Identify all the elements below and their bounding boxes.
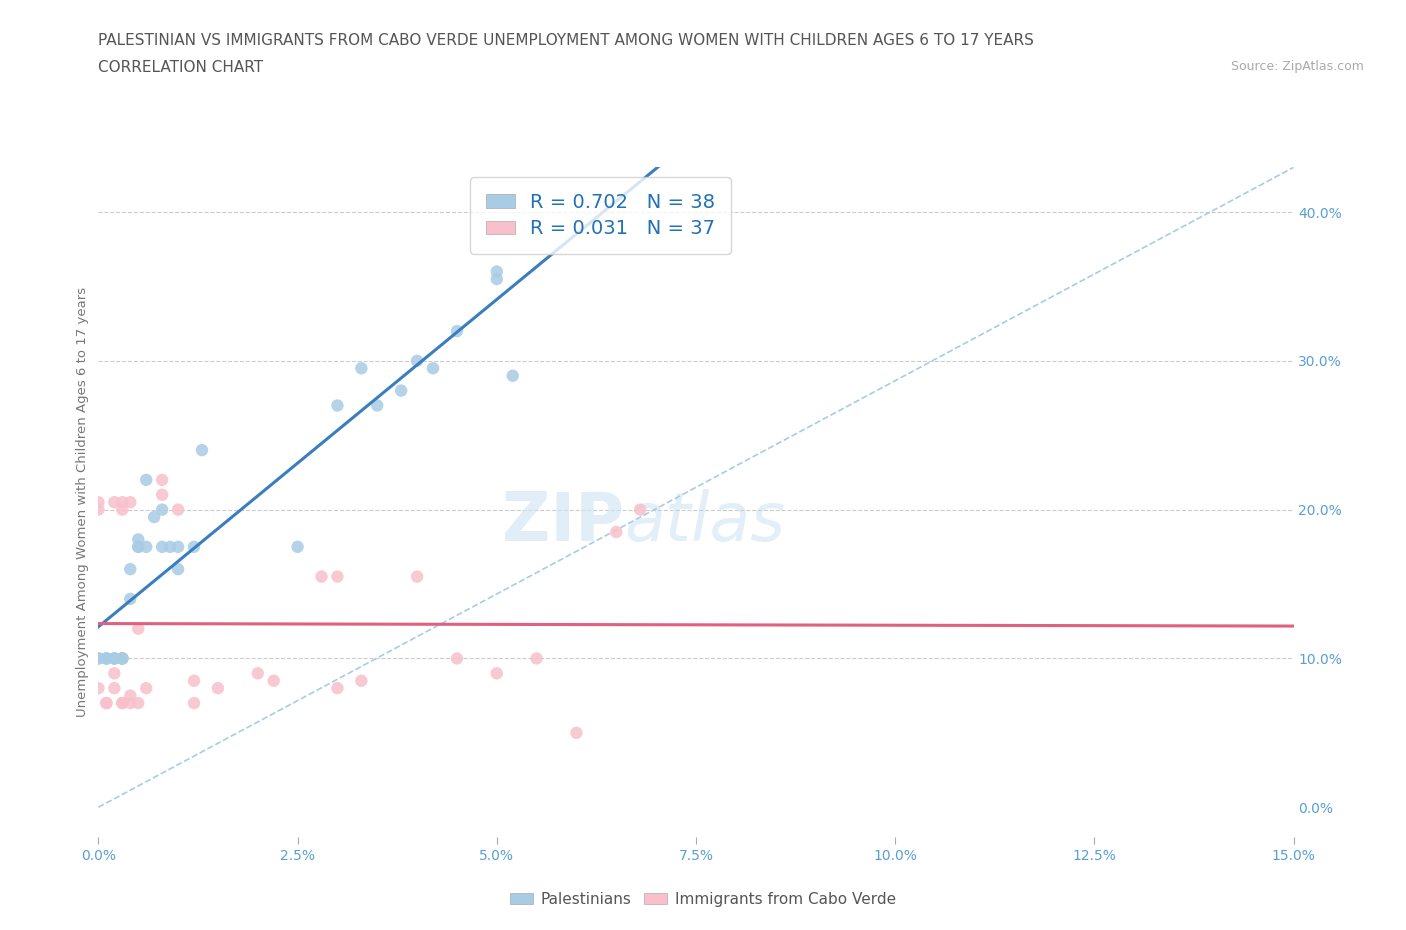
Point [87, 502, 110, 517]
Text: PALESTINIAN VS IMMIGRANTS FROM CABO VERDE UNEMPLOYMENT AMONG WOMEN WITH CHILDREN: PALESTINIAN VS IMMIGRANTS FROM CABO VERD… [98, 33, 1035, 47]
Point [111, 651, 134, 666]
Point [287, 539, 309, 554]
Point [150, 472, 173, 487]
Point [103, 651, 125, 666]
Point [135, 472, 157, 487]
Point [159, 539, 181, 554]
Point [111, 495, 134, 510]
Point [422, 361, 444, 376]
Point [183, 696, 205, 711]
Point [326, 569, 349, 584]
Point [127, 539, 149, 554]
Point [111, 502, 134, 517]
Point [120, 591, 142, 606]
Point [502, 368, 524, 383]
Legend: Palestinians, Immigrants from Cabo Verde: Palestinians, Immigrants from Cabo Verde [505, 886, 901, 913]
Point [485, 666, 508, 681]
Point [87, 651, 110, 666]
Point [87, 681, 110, 696]
Point [167, 562, 190, 577]
Point [103, 651, 125, 666]
Point [191, 443, 214, 458]
Point [485, 272, 508, 286]
Point [183, 539, 205, 554]
Y-axis label: Unemployment Among Women with Children Ages 6 to 17 years: Unemployment Among Women with Children A… [76, 287, 89, 717]
Point [406, 353, 429, 368]
Point [167, 502, 190, 517]
Text: atlas: atlas [624, 489, 786, 555]
Point [326, 681, 349, 696]
Point [103, 651, 125, 666]
Point [605, 525, 627, 539]
Point [263, 673, 285, 688]
Point [111, 696, 134, 711]
Point [96, 696, 118, 711]
Point [526, 651, 548, 666]
Point [111, 651, 134, 666]
Point [389, 383, 412, 398]
Point [207, 681, 229, 696]
Point [127, 532, 149, 547]
Point [103, 681, 125, 696]
Point [167, 539, 190, 554]
Point [326, 398, 349, 413]
Point [103, 666, 125, 681]
Point [150, 487, 173, 502]
Point [183, 673, 205, 688]
Point [311, 569, 333, 584]
Point [366, 398, 388, 413]
Point [150, 539, 173, 554]
Point [127, 696, 149, 711]
Point [446, 324, 468, 339]
Point [127, 539, 149, 554]
Point [150, 502, 173, 517]
Point [96, 651, 118, 666]
Point [143, 510, 166, 525]
Point [96, 651, 118, 666]
Point [628, 502, 651, 517]
Point [111, 651, 134, 666]
Point [87, 651, 110, 666]
Point [446, 651, 468, 666]
Point [111, 696, 134, 711]
Point [350, 361, 373, 376]
Text: ZIP: ZIP [502, 489, 624, 555]
Point [120, 562, 142, 577]
Point [350, 673, 373, 688]
Point [96, 651, 118, 666]
Point [120, 696, 142, 711]
Point [96, 696, 118, 711]
Text: Source: ZipAtlas.com: Source: ZipAtlas.com [1230, 60, 1364, 73]
Point [246, 666, 269, 681]
Point [103, 495, 125, 510]
Point [120, 688, 142, 703]
Point [120, 495, 142, 510]
Point [406, 569, 429, 584]
Text: CORRELATION CHART: CORRELATION CHART [98, 60, 263, 75]
Point [111, 651, 134, 666]
Point [127, 621, 149, 636]
Point [135, 681, 157, 696]
Point [485, 264, 508, 279]
Point [565, 725, 588, 740]
Point [135, 539, 157, 554]
Point [87, 495, 110, 510]
Legend: R = 0.702   N = 38, R = 0.031   N = 37: R = 0.702 N = 38, R = 0.031 N = 37 [470, 177, 731, 254]
